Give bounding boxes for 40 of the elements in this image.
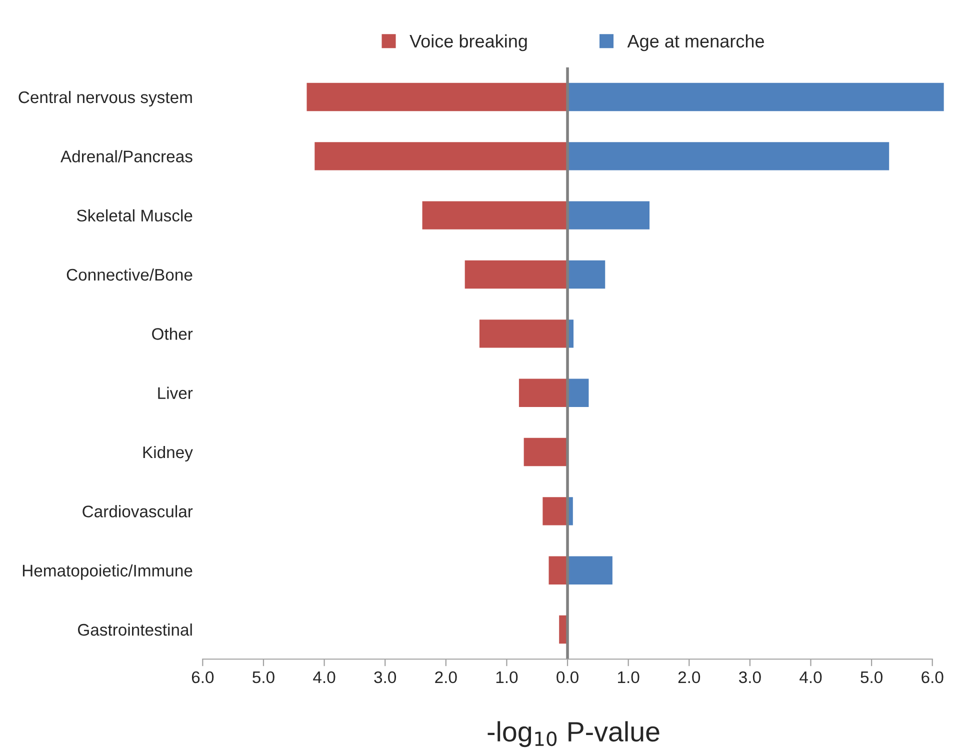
bar (522, 436, 568, 468)
bar (566, 377, 590, 408)
bar (566, 82, 945, 112)
x-tick-label: 2.0 (678, 671, 700, 684)
bar (478, 318, 568, 350)
bar (566, 140, 890, 172)
x-tick-label: 6.0 (192, 671, 214, 684)
y-tick-label: Central nervous system (18, 90, 192, 106)
bar (313, 140, 568, 172)
x-tick-label: 4.0 (800, 671, 822, 684)
x-tick-label: 5.0 (252, 671, 274, 684)
x-tick-label: 6.0 (922, 671, 944, 684)
y-tick-label: Hematopoietic/Immune (22, 564, 192, 580)
bar (463, 259, 568, 290)
y-tick-label: Adrenal/Pancreas (60, 150, 192, 162)
bar (305, 82, 568, 112)
bar (566, 554, 614, 586)
bar (566, 200, 651, 231)
bar (420, 200, 568, 231)
y-tick-label: Skeletal Muscle (76, 209, 192, 222)
x-tick-label: 0.0 (556, 671, 578, 684)
x-tick-label: 1.0 (618, 671, 640, 684)
y-tick-label: Other (152, 328, 193, 340)
x-tick-label: 2.0 (435, 671, 457, 684)
legend-label: Voice breaking (410, 34, 527, 52)
bar (566, 259, 607, 290)
x-tick-label: 5.0 (860, 671, 882, 684)
y-tick-label: Gastrointestinal (78, 623, 192, 636)
x-tick-label: 1.0 (496, 671, 518, 684)
legend-label: Age at menarche (627, 34, 764, 52)
x-tick-label: 3.0 (738, 671, 761, 684)
y-tick-label: Kidney (143, 446, 193, 462)
x-axis-title: -log$_{10}$ P-value (488, 721, 660, 748)
bar (541, 496, 568, 527)
y-tick-label: Connective/Bone (66, 268, 192, 281)
x-tick-label: 4.0 (313, 671, 336, 684)
y-tick-label: Liver (158, 386, 193, 400)
bar (518, 377, 568, 408)
x-tick-label: 3.0 (374, 671, 396, 684)
y-tick-label: Cardiovascular (82, 505, 193, 518)
